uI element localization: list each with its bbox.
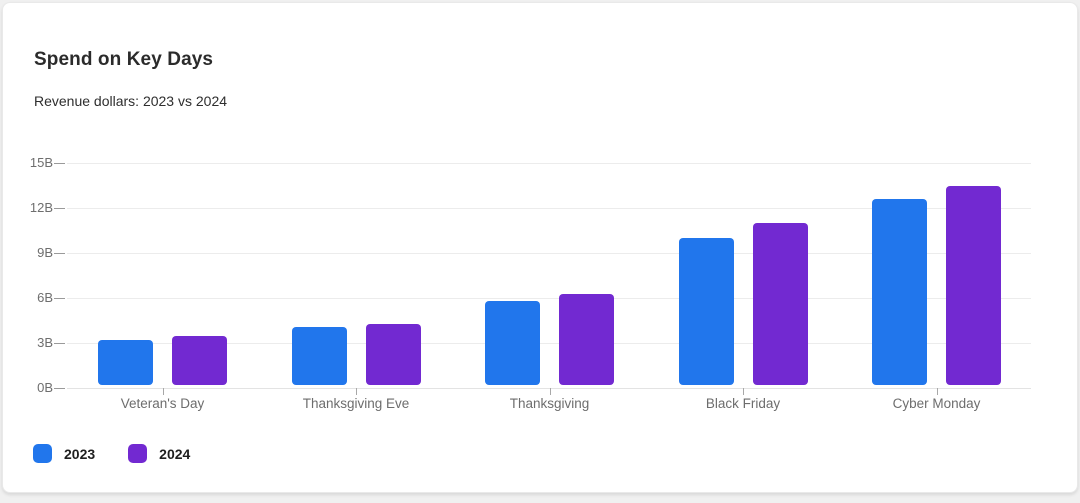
y-tick-9B — [54, 253, 65, 254]
x-axis-label-veteran-s-day: Veteran's Day — [120, 396, 205, 411]
y-axis-label-3B: 3B — [37, 335, 53, 350]
gridline-12B — [67, 208, 1031, 209]
legend-item-2023[interactable]: 2023 — [33, 444, 95, 463]
bar-2023-thanksgiving — [485, 301, 540, 385]
y-tick-6B — [54, 298, 65, 299]
bar-2024-black-friday — [752, 223, 808, 385]
bar-2023-cyber-monday — [872, 199, 927, 385]
x-tick-thanksgiving — [549, 388, 551, 395]
chart-plot: 0B 3B 6B 9B 12B 15B Veteran's Day Thanksgiving … — [3, 3, 1077, 492]
y-axis-label-9B: 9B — [37, 245, 53, 260]
y-tick-15B — [54, 163, 65, 164]
bar-2023-veteran-s-day — [98, 340, 153, 385]
y-tick-12B — [54, 208, 65, 209]
gridline-9B — [67, 253, 1031, 254]
legend-swatch-2024 — [128, 444, 148, 463]
x-tick-black-friday — [743, 388, 744, 395]
bar-2024-cyber-monday — [946, 185, 1001, 385]
gridline-15B — [67, 163, 1031, 164]
gridline-3B — [67, 343, 1031, 344]
y-tick-3B — [54, 343, 65, 344]
chart-legend: 2023 2024 — [33, 444, 190, 463]
x-axis-label-black-friday: Black Friday — [705, 396, 781, 411]
legend-label-2023: 2023 — [64, 445, 96, 462]
x-tick-thanksgiving-eve — [356, 388, 357, 395]
y-axis-label-15B: 15B — [29, 155, 53, 170]
legend-item-2024[interactable]: 2024 — [128, 444, 190, 463]
y-axis-label-0B: 0B — [37, 380, 53, 395]
bar-2024-thanksgiving-eve — [365, 323, 421, 385]
gridline-6B — [67, 298, 1031, 299]
x-tick-cyber-monday — [936, 388, 938, 395]
legend-label-2024: 2024 — [159, 445, 191, 462]
y-axis-label-6B: 6B — [37, 290, 53, 305]
chart-card: Spend on Key Days Revenue dollars: 2023 … — [2, 2, 1078, 493]
x-axis-line — [67, 388, 1031, 389]
bar-2024-thanksgiving — [559, 293, 614, 385]
bar-2023-thanksgiving-eve — [291, 326, 347, 385]
x-axis-label-cyber-monday: Cyber Monday — [892, 396, 981, 411]
legend-swatch-2023 — [33, 444, 52, 463]
x-axis-label-thanksgiving-eve: Thanksgiving Eve — [302, 396, 410, 411]
bar-2023-black-friday — [678, 238, 734, 385]
x-axis-label-thanksgiving: Thanksgiving — [509, 396, 590, 411]
chart-subtitle: Revenue dollars: 2023 vs 2024 — [34, 93, 228, 109]
bar-2024-veteran-s-day — [172, 335, 227, 385]
y-axis-label-12B: 12B — [29, 200, 53, 215]
chart-title: Spend on Key Days — [34, 49, 214, 70]
x-tick-veteran-s-day — [162, 388, 164, 395]
y-tick-0B — [54, 388, 65, 389]
